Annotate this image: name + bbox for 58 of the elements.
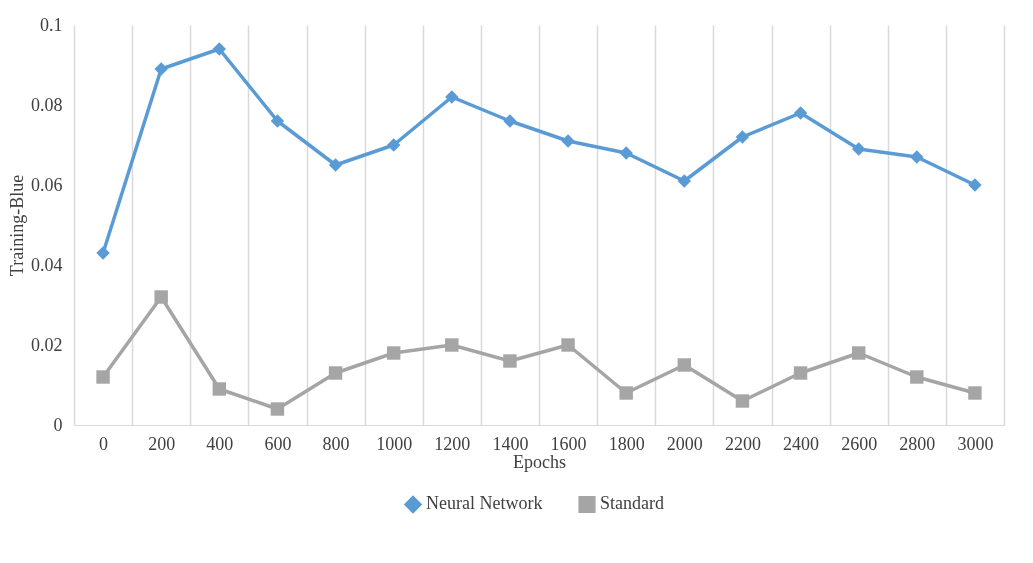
y-tick-label: 0.02 [31,334,63,355]
x-tick-label: 1600 [550,433,587,454]
x-tick-label: 2000 [666,433,703,454]
point [96,370,110,384]
y-tick-label: 0.04 [31,254,63,275]
x-tick-label: 2600 [841,433,878,454]
x-tick-label: 0 [99,433,109,454]
point [619,386,633,400]
y-tick-label: 0.08 [31,94,63,115]
point [561,338,575,352]
point [96,246,110,260]
y-axis-title: Training-Blue [7,174,27,277]
point [154,290,168,304]
point [386,346,401,360]
point [619,146,633,160]
x-tick-label: 1800 [608,433,645,454]
point [793,106,808,120]
x-tick-label: 3000 [957,433,994,454]
point [445,338,459,352]
x-tick-label: 2800 [899,433,936,454]
point [154,62,168,76]
x-tick-label: 200 [148,433,176,454]
point [968,386,982,400]
point [968,178,982,192]
point [677,358,692,372]
point [851,142,866,156]
point [445,90,459,104]
point [735,130,750,144]
y-tick-label: 0.1 [40,14,63,35]
point [677,174,692,188]
point [270,402,285,416]
x-tick-label: 600 [264,433,292,454]
x-tick-label: 1400 [492,433,529,454]
x-tick-label: 2200 [724,433,761,454]
x-tick-label: 400 [206,433,234,454]
point [328,366,343,380]
point [561,134,575,148]
legend-label: Standard [600,493,664,514]
point [503,354,517,368]
x-tick-label: 800 [322,433,350,454]
point [910,370,924,384]
point [212,382,227,396]
legend-label: Neural Network [426,493,543,514]
x-tick-label: 1200 [434,433,471,454]
point [270,114,285,128]
point [503,114,517,128]
x-tick-label: 2400 [783,433,820,454]
point [328,158,343,172]
x-tick-label: 1000 [376,433,413,454]
point [851,346,866,360]
point [910,150,924,164]
y-tick-label: 0 [53,414,63,435]
y-tick-label: 0.06 [31,174,63,195]
point [793,366,808,380]
x-axis-title: Epochs [513,451,566,472]
point [212,42,227,56]
point [735,394,750,408]
point [386,138,401,152]
